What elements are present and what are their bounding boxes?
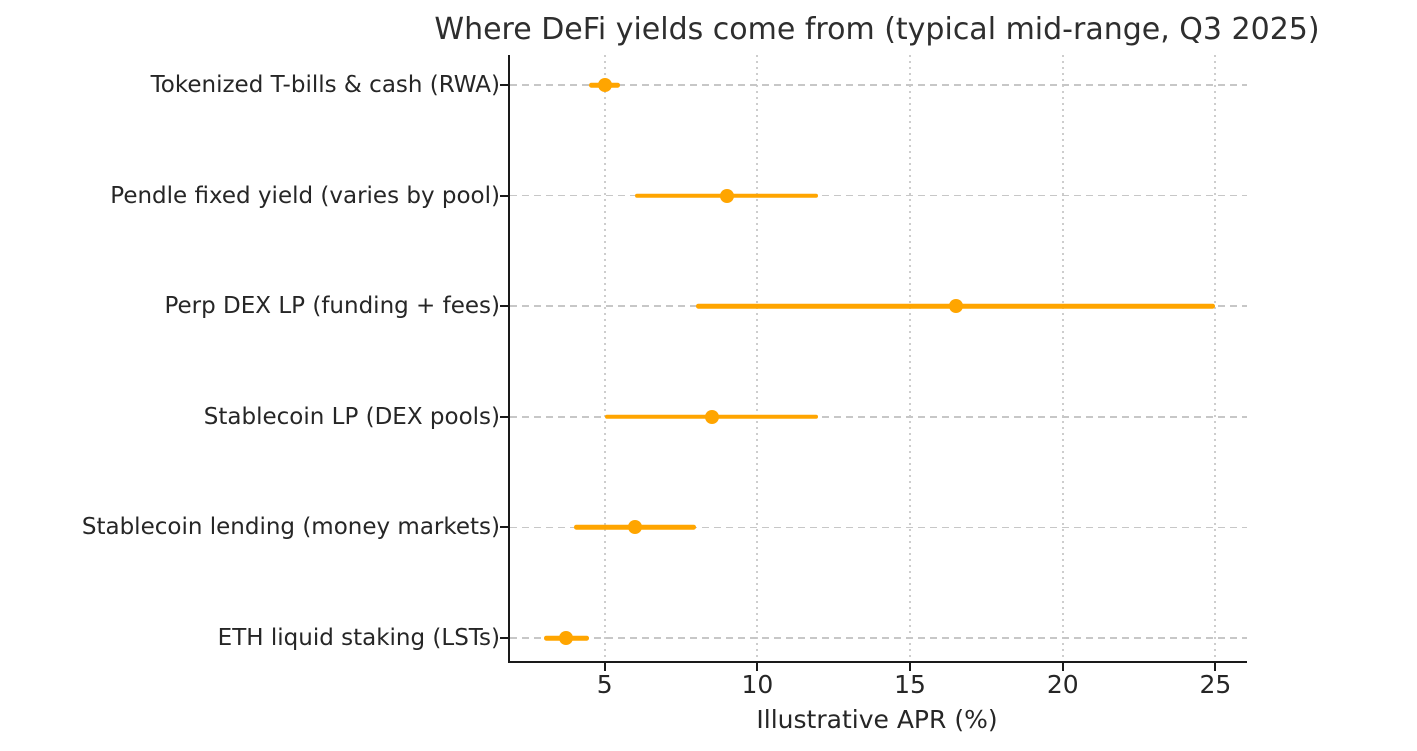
x-tick-label: 25 (1199, 670, 1232, 699)
h-gridline (510, 84, 1247, 86)
h-gridline (510, 194, 1247, 197)
h-gridline (510, 526, 1247, 529)
category-label: Stablecoin lending (money markets) (81, 514, 500, 541)
x-tick (1214, 663, 1217, 671)
category-label: Tokenized T-bills & cash (RWA) (150, 72, 500, 98)
mid-dot (559, 631, 574, 645)
x-tick (756, 663, 759, 671)
x-tick-label: 15 (894, 670, 926, 699)
chart-title: Where DeFi yields come from (typical mid… (434, 12, 1320, 47)
mid-dot (948, 299, 963, 314)
v-gridline (603, 55, 606, 661)
v-gridline (909, 55, 912, 661)
plot-area: 5 10 15 20 25 Tokenized T-bills & cash (RWA) P… (82, 55, 1247, 699)
y-tick (500, 305, 508, 308)
v-gridline (1061, 55, 1064, 661)
x-tick-label: 20 (1046, 670, 1079, 699)
x-tick (1061, 663, 1064, 671)
mid-dot (597, 78, 612, 92)
y-tick (500, 194, 508, 197)
h-gridline (510, 416, 1247, 418)
category-label: Stablecoin LP (DEX pools) (203, 403, 500, 430)
h-gridline (510, 637, 1247, 639)
v-gridline (1214, 55, 1217, 661)
category-label: ETH liquid staking (LSTs) (217, 625, 500, 651)
x-tick (603, 663, 606, 671)
y-tick (500, 415, 508, 418)
mid-dot (628, 520, 643, 535)
v-gridline (756, 55, 759, 661)
x-tick (909, 663, 912, 671)
category-label: Pendle fixed yield (varies by pool) (110, 182, 500, 209)
category-label: Perp DEX LP (funding + fees) (164, 293, 500, 320)
mid-dot (704, 409, 719, 424)
x-tick-label: 10 (741, 670, 774, 699)
y-tick (500, 637, 508, 639)
y-tick (500, 84, 508, 86)
x-axis-label: Illustrative APR (%) (756, 705, 998, 734)
y-tick (500, 526, 508, 529)
mid-dot (719, 188, 734, 203)
x-tick-label: 5 (596, 670, 613, 699)
